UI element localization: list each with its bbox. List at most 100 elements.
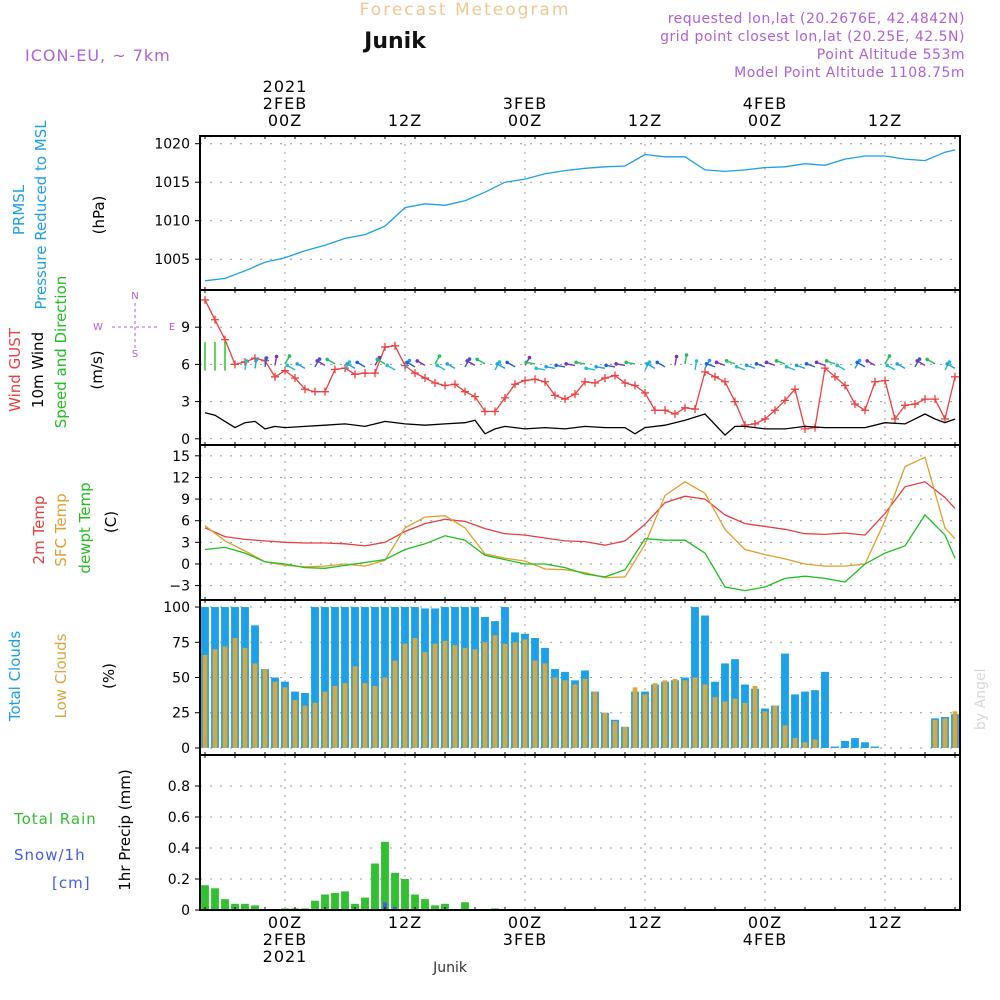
y-tick-label: 25 (172, 706, 190, 722)
gust-marker (571, 390, 579, 399)
bar-total-clouds (981, 734, 989, 748)
wind-arrow-head (814, 360, 819, 365)
plot-area (204, 149, 956, 282)
bar-low-clouds (332, 685, 338, 748)
gust-marker (841, 381, 849, 390)
label-ms: (m/s) (88, 350, 106, 389)
gust-marker (751, 419, 759, 428)
wind-arrow-head (764, 360, 769, 365)
bar-total-clouds (311, 607, 319, 748)
bar-low-clouds (802, 742, 808, 748)
gust-marker (541, 377, 549, 386)
bar-total-clouds (961, 724, 969, 748)
bar-low-clouds (702, 684, 708, 748)
gust-marker (521, 376, 529, 385)
y-tick-label: 3 (181, 535, 190, 551)
label-pressure: Pressure Reduced to MSL (32, 120, 50, 310)
bar-low-clouds (222, 646, 228, 748)
y-tick-label: 9 (181, 492, 190, 508)
time-label: 12Z (628, 111, 662, 130)
bar-low-clouds (812, 739, 818, 748)
label-hpa: (hPa) (90, 196, 108, 235)
bar-low-clouds (262, 669, 268, 748)
gust-marker (911, 400, 919, 409)
gust-marker (741, 421, 749, 430)
gust-marker (631, 381, 639, 390)
wind-arrow-head (375, 357, 380, 362)
label-snow: Snow/1h (14, 846, 86, 864)
wind-arrow-head (604, 363, 608, 368)
wind-arrow-head (865, 359, 870, 363)
series-line-wind-gust (204, 299, 956, 430)
wind-arrow-head (437, 354, 442, 358)
wind-arrow-head (287, 354, 292, 358)
wind-arrow-head (714, 360, 719, 365)
wind-arrow-head (915, 359, 920, 363)
time-label: 12Z (868, 111, 902, 130)
bar-low-clouds (252, 663, 258, 748)
gust-marker (691, 405, 699, 414)
bar-low-clouds (542, 663, 548, 748)
wind-arrow-head (244, 359, 249, 363)
gust-marker (721, 377, 729, 386)
y-tick-label: 1010 (154, 214, 190, 230)
time-label: 3FEB (503, 930, 547, 949)
y-tick-label: 0.2 (168, 872, 190, 888)
bar-rain (331, 892, 339, 910)
bar-rain (441, 903, 449, 910)
gust-marker (451, 380, 459, 389)
wind-arrow-head (804, 362, 809, 366)
wind-arrow-head (564, 362, 568, 366)
wind-arrow-head (584, 366, 588, 371)
gust-marker (531, 375, 539, 384)
wind-arrow-head (835, 363, 840, 368)
time-label: 4FEB (743, 930, 787, 949)
gust-marker (281, 366, 289, 375)
bar-total-clouds (841, 740, 849, 748)
gust-marker (381, 343, 389, 352)
wind-arrow-head (524, 360, 528, 365)
gust-marker (711, 372, 719, 381)
y-tick-label: 75 (172, 635, 190, 651)
bar-total-clouds (971, 747, 979, 748)
bar-rain (251, 905, 259, 910)
y-tick-label: 15 (172, 449, 190, 465)
y-tick-label: 6 (181, 357, 190, 373)
wind-arrow-head (684, 353, 689, 357)
bar-rain (311, 900, 319, 910)
y-tick-label: 1020 (154, 137, 190, 153)
wind-arrow-head (925, 357, 930, 362)
gust-marker (371, 369, 379, 378)
gust-marker (891, 414, 899, 423)
bar-low-clouds (522, 639, 528, 748)
bar-low-clouds (282, 687, 288, 748)
wind-arrow-head (254, 357, 259, 362)
wind-arrow-head (774, 359, 779, 363)
wind-arrow-head (355, 360, 360, 365)
bar-low-clouds (302, 705, 308, 748)
bar-low-clouds (272, 681, 278, 748)
bar-total-clouds (871, 746, 879, 748)
wind-arrow-head (544, 365, 548, 369)
bar-snow (383, 902, 387, 910)
bar-total-clouds (331, 607, 339, 748)
wind-arrow-head (784, 364, 789, 369)
bar-low-clouds (202, 654, 208, 748)
bar-low-clouds (712, 697, 718, 748)
gust-marker (411, 369, 419, 378)
y-tick-label: 6 (181, 514, 190, 530)
gust-marker (341, 364, 349, 373)
bar-rain (201, 885, 209, 910)
wind-arrow-head (594, 365, 598, 369)
label-dewpt-temp: dewpt Temp (76, 482, 94, 573)
bar-low-clouds (682, 680, 688, 748)
time-label: 2021 (263, 77, 308, 96)
gust-marker (821, 364, 829, 373)
wind-arrow-head (887, 354, 892, 358)
gust-marker (301, 385, 309, 394)
gust-marker (391, 341, 399, 350)
gust-marker (321, 387, 329, 396)
bar-low-clouds (452, 645, 458, 748)
time-label: 3FEB (503, 94, 547, 113)
gust-marker (331, 365, 339, 374)
